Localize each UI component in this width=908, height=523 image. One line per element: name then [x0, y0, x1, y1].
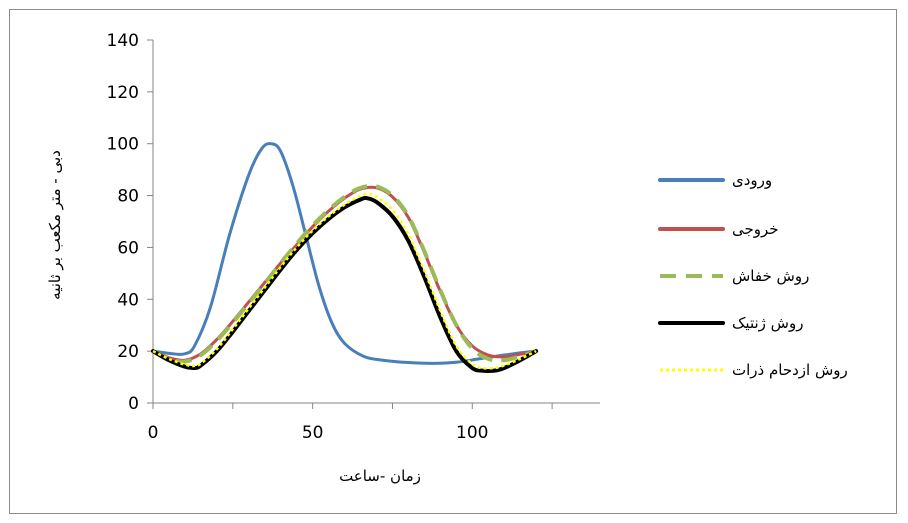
legend-label-0: ورودی	[732, 171, 772, 189]
series-line-0	[151, 142, 538, 365]
x-tick-label: 100	[456, 423, 488, 443]
series-line-1	[151, 185, 538, 362]
y-tick-label: 0	[128, 394, 139, 414]
legend-label-2: روش خفاش	[732, 267, 809, 285]
legend-label-4: روش ازدحام ذرات	[732, 361, 848, 379]
y-tick-label: 140	[107, 31, 139, 51]
y-tick-label: 80	[117, 187, 139, 207]
series-line-2	[152, 183, 537, 364]
y-tick-label: 20	[117, 342, 139, 362]
series-line-3	[151, 195, 539, 373]
y-tick-label: 120	[107, 83, 139, 103]
x-tick-label: 0	[148, 423, 159, 443]
y-axis-label: دبی - متر مکعب بر ثانیه	[46, 150, 64, 300]
axes: 0 20 40 60 80 100 120 140 0 50 100	[107, 31, 600, 443]
series-line-4	[152, 192, 537, 370]
chart-frame	[9, 9, 897, 514]
legend-label-1: خروجی	[732, 220, 779, 238]
y-tick-label: 40	[117, 290, 139, 310]
y-tick-label: 60	[117, 238, 139, 258]
legend-label-3: روش ژنتیک	[732, 314, 803, 332]
legend: ورودی خروجی روش خفاش روش ژنتیک روش ازدحام ذر…	[658, 171, 848, 379]
y-tick-label: 100	[107, 135, 139, 155]
plot-area	[151, 142, 539, 373]
x-tick-label: 50	[302, 423, 324, 443]
x-axis-label: زمان -ساعت	[339, 467, 421, 485]
